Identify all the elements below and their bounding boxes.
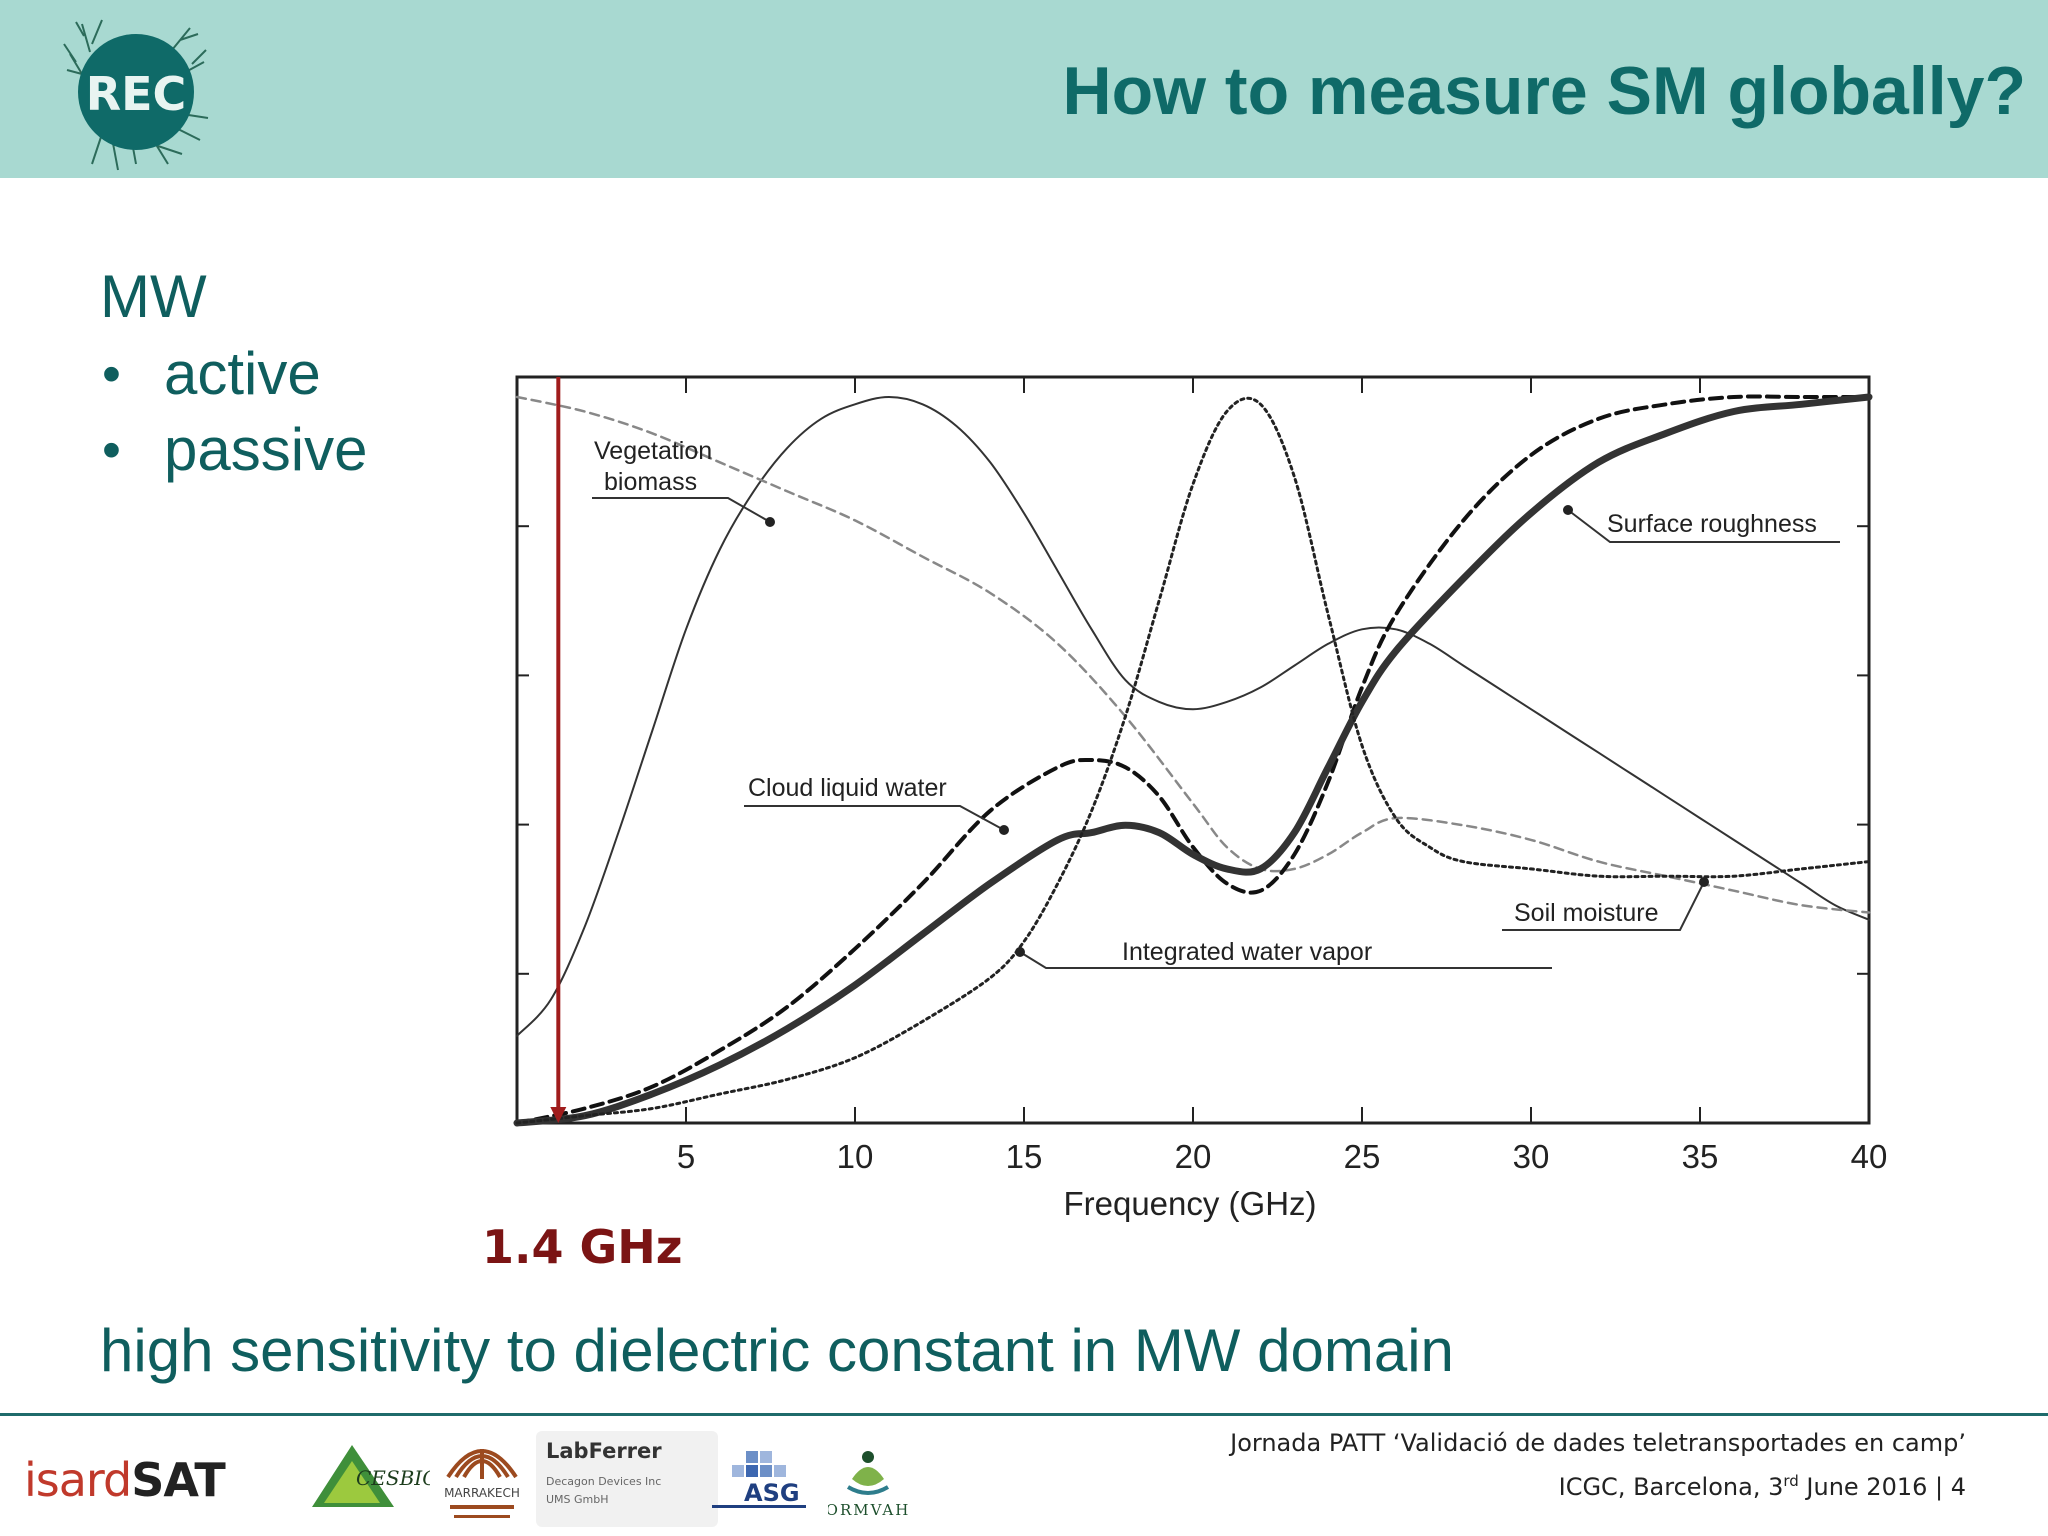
- series-group: [513, 393, 1873, 1127]
- series-line-soil-moisture: [515, 395, 1871, 914]
- labferrer-logo: LabFerrer Decagon Devices Inc UMS GmbH: [536, 1431, 718, 1527]
- isardsat-logo-part1: isard: [24, 1453, 132, 1507]
- partner-logos: isardSAT CESBIO MARRAKECH LabFerrer Deca…: [20, 1425, 920, 1530]
- series-line-vegetation-biomass: [516, 395, 1870, 1037]
- x-tick-label: 35: [1682, 1138, 1719, 1175]
- x-tick-label: 20: [1175, 1138, 1212, 1175]
- callout-vegetation: [592, 497, 771, 523]
- header-banner: REC How to measure SM globally?: [0, 0, 2048, 178]
- plot-frame: [515, 375, 1871, 1125]
- labferrer-sub2: UMS GmbH: [546, 1493, 609, 1506]
- tick-label-group: 5 10 15 20 25 30 35 40: [677, 1138, 1888, 1175]
- footer-line-2-pre: ICGC, Barcelona, 3: [1558, 1473, 1784, 1501]
- rec-logo-text: REC: [86, 67, 187, 121]
- ormvah-logo-text: ORMVAH: [828, 1501, 908, 1519]
- frequency-highlight-label: 1.4 GHz: [482, 1220, 683, 1274]
- marrakech-logo-text: MARRAKECH: [444, 1486, 520, 1500]
- label-soil: Soil moisture: [1514, 899, 1659, 927]
- arrow-soil: [1699, 877, 1709, 887]
- cesbio-logo-text: CESBIO: [356, 1466, 430, 1490]
- footer-line-1: Jornada PATT ‘Validació de dades teletra…: [1230, 1429, 1966, 1457]
- labferrer-sub1: Decagon Devices Inc: [546, 1475, 662, 1488]
- arrow-vapor: [1015, 947, 1025, 957]
- isardsat-logo: isardSAT: [24, 1453, 226, 1507]
- footer-line-2: ICGC, Barcelona, 3rd June 2016 | 4: [1230, 1462, 1966, 1506]
- mw-heading: MW: [100, 263, 207, 330]
- footer-line-2-sup: rd: [1783, 1472, 1799, 1490]
- asg-logo-text: ASG: [744, 1479, 800, 1507]
- bullet-item-active: • active: [100, 336, 367, 412]
- page-title: How to measure SM globally?: [1062, 53, 2027, 129]
- x-tick-label: 40: [1851, 1138, 1888, 1175]
- callout-soil: [1502, 881, 1705, 931]
- x-tick-label: 15: [1006, 1138, 1043, 1175]
- label-surface: Surface roughness: [1607, 510, 1817, 538]
- footer-line-2-post: June 2016 | 4: [1798, 1473, 1966, 1501]
- frequency-sensitivity-chart: 5 10 15 20 25 30 35 40 Vegetation biomass Surfa…: [500, 360, 1900, 1260]
- footer-text: Jornada PATT ‘Validació de dades teletra…: [1230, 1424, 1966, 1506]
- bullet-label: passive: [164, 416, 368, 483]
- asg-logo: ASG: [710, 1449, 810, 1518]
- bullet-dot: •: [102, 344, 121, 404]
- label-vegetation-1: Vegetation: [594, 437, 712, 465]
- bullet-list: • active • passive: [100, 336, 367, 488]
- footer-divider: [0, 1413, 2048, 1416]
- callout-group: [592, 497, 1840, 969]
- series-line-cloud-liquid-water: [515, 394, 1871, 1125]
- callout-vapor-line: [1019, 951, 1552, 969]
- bottom-statement: high sensitivity to dielectric constant …: [100, 1317, 1454, 1384]
- x-tick-label: 30: [1513, 1138, 1550, 1175]
- cesbio-logo: CESBIO: [310, 1441, 439, 1516]
- series-line-surface-roughness: [513, 393, 1873, 1127]
- x-tick-label: 5: [677, 1138, 695, 1175]
- frequency-marker-arrow: [550, 1107, 567, 1123]
- label-vegetation-2: biomass: [604, 468, 697, 496]
- series-line-integrated-water-vapor: [515, 396, 1871, 1125]
- arrow-cloud: [999, 825, 1009, 835]
- rec-logo: REC: [62, 14, 212, 174]
- arrow-surface: [1563, 505, 1573, 515]
- tick-group: [517, 377, 1870, 1123]
- label-vapor: Integrated water vapor: [1122, 938, 1372, 966]
- chart-svg: 5 10 15 20 25 30 35 40 Vegetation biomass Surfa…: [513, 375, 1888, 1222]
- bullet-item-passive: • passive: [100, 412, 367, 488]
- arrow-vegetation: [765, 517, 775, 527]
- bullet-label: active: [164, 340, 321, 407]
- labferrer-title: LabFerrer: [546, 1439, 662, 1463]
- marrakech-logo: MARRAKECH: [440, 1431, 524, 1532]
- marker-group: [550, 377, 567, 1123]
- isardsat-logo-part2: SAT: [131, 1453, 226, 1507]
- x-tick-label: 10: [837, 1138, 874, 1175]
- x-tick-label: 25: [1344, 1138, 1381, 1175]
- ormvah-logo: ORMVAH: [826, 1439, 908, 1534]
- x-axis-label: Frequency (GHz): [1063, 1185, 1316, 1222]
- label-cloud: Cloud liquid water: [748, 774, 947, 802]
- callout-surface: [1567, 509, 1840, 543]
- bullet-dot: •: [102, 420, 121, 480]
- callout-cloud: [744, 805, 1005, 831]
